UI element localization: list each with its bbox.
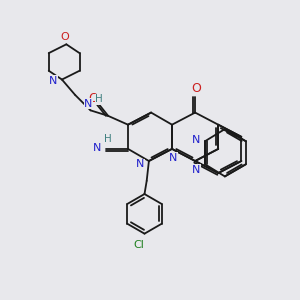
Text: Cl: Cl bbox=[134, 240, 144, 250]
Text: O: O bbox=[61, 32, 70, 42]
Text: N: N bbox=[192, 165, 200, 175]
Text: N: N bbox=[84, 99, 92, 109]
Text: H: H bbox=[104, 134, 112, 144]
Text: H: H bbox=[95, 94, 103, 104]
Text: N: N bbox=[169, 153, 177, 163]
Text: N: N bbox=[192, 135, 200, 145]
Text: N: N bbox=[136, 159, 144, 169]
Text: N: N bbox=[93, 143, 102, 153]
Text: O: O bbox=[191, 82, 201, 95]
Text: O: O bbox=[88, 92, 98, 105]
Text: N: N bbox=[49, 76, 57, 85]
